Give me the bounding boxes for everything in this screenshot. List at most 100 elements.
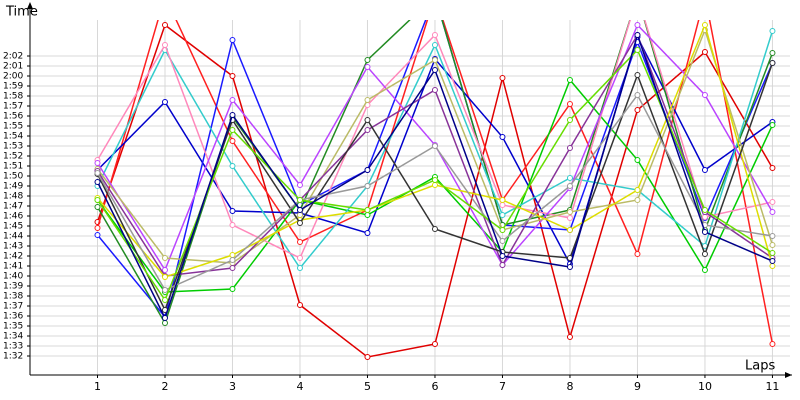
x-axis-arrow (785, 372, 792, 378)
x-tick-label: 7 (499, 380, 506, 393)
data-point (634, 47, 641, 53)
data-point (94, 225, 101, 231)
y-tick-label: 1:58 (3, 92, 23, 102)
data-point (94, 204, 101, 210)
y-tick-label: 1:36 (3, 312, 23, 322)
data-point (431, 32, 438, 38)
data-point (499, 202, 506, 208)
data-point (296, 220, 303, 226)
data-point (769, 258, 776, 264)
data-point (229, 265, 236, 271)
data-point (701, 167, 708, 173)
data-point (566, 183, 573, 189)
data-point (431, 42, 438, 48)
y-tick-label: 1:40 (3, 272, 23, 282)
data-point (769, 242, 776, 248)
y-tick-label: 2:01 (3, 62, 23, 72)
x-tick-label: 10 (698, 380, 712, 393)
plot-area (94, 20, 776, 360)
data-point (364, 167, 371, 173)
data-point (229, 252, 236, 258)
x-tick-label: 9 (634, 380, 641, 393)
y-tick-label: 1:57 (3, 102, 23, 112)
data-point (701, 22, 708, 28)
x-tick-label: 2 (161, 380, 168, 393)
y-tick-label: 1:48 (3, 192, 23, 202)
data-point (161, 315, 168, 321)
data-point (364, 57, 371, 63)
data-point (364, 207, 371, 213)
data-point (296, 255, 303, 261)
data-point (94, 197, 101, 203)
data-point (566, 77, 573, 83)
data-point (499, 262, 506, 268)
x-tick-label: 3 (229, 380, 236, 393)
y-tick-label: 1:39 (3, 282, 23, 292)
y-tick-label: 1:54 (3, 132, 23, 142)
data-point (229, 257, 236, 263)
data-point (499, 212, 506, 218)
data-point (701, 207, 708, 213)
data-point (499, 75, 506, 81)
y-tick-label: 2:00 (3, 72, 23, 82)
data-point (701, 267, 708, 273)
data-point (566, 215, 573, 221)
data-point (431, 57, 438, 63)
data-point (769, 60, 776, 66)
data-point (769, 165, 776, 171)
y-tick-label: 1:42 (3, 252, 23, 262)
data-point (431, 87, 438, 93)
data-point (769, 209, 776, 215)
y-tick-label: 1:45 (3, 222, 23, 232)
data-point (229, 163, 236, 169)
data-point (769, 50, 776, 56)
y-tick-label: 1:53 (3, 142, 23, 152)
x-tick-label: 11 (765, 380, 779, 393)
y-tick-label: 1:55 (3, 122, 23, 132)
data-point (229, 286, 236, 292)
y-axis-label: Time (5, 5, 38, 20)
data-point (431, 67, 438, 73)
data-point (229, 73, 236, 79)
y-tick-label: 1:44 (3, 232, 23, 242)
data-point (566, 117, 573, 123)
data-point (566, 175, 573, 181)
data-point (499, 253, 506, 259)
data-point (229, 97, 236, 103)
y-tick-label: 1:34 (3, 332, 23, 342)
y-tick-label: 1:50 (3, 172, 23, 182)
data-point (296, 239, 303, 245)
data-point (161, 287, 168, 293)
data-point (94, 232, 101, 238)
x-tick-label: 6 (431, 380, 438, 393)
data-point (94, 170, 101, 176)
grid (27, 20, 790, 378)
data-point (566, 334, 573, 340)
data-point (229, 112, 236, 118)
data-point (296, 265, 303, 271)
y-axis-arrow (27, 2, 33, 9)
data-point (701, 49, 708, 55)
data-point (499, 197, 506, 203)
data-point (769, 28, 776, 34)
y-tick-label: 1:37 (3, 302, 23, 312)
data-point (431, 341, 438, 347)
data-point (634, 197, 641, 203)
data-point (364, 212, 371, 218)
data-point (634, 32, 641, 38)
y-tick-label: 1:49 (3, 182, 23, 192)
data-point (229, 138, 236, 144)
data-point (701, 214, 708, 220)
y-tick-label: 1:43 (3, 242, 23, 252)
data-point (229, 37, 236, 43)
data-point (634, 107, 641, 113)
data-point (769, 233, 776, 239)
y-tick-label: 1:56 (3, 112, 23, 122)
data-point (701, 92, 708, 98)
data-point (161, 320, 168, 326)
y-tick-label: 1:38 (3, 292, 23, 302)
data-point (229, 127, 236, 133)
data-point (296, 207, 303, 213)
data-point (161, 22, 168, 28)
